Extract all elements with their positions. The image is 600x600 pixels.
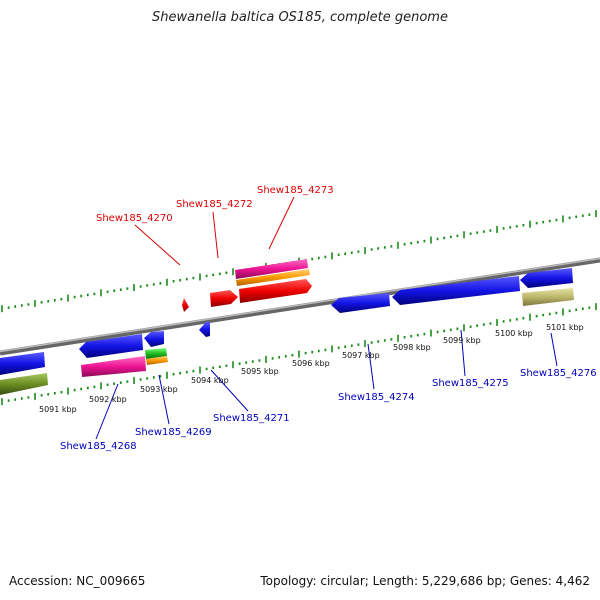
gene-arrow xyxy=(392,276,520,305)
gene-label: Shew185_4276 xyxy=(520,368,597,379)
gene-arrow xyxy=(0,373,48,395)
gene-arrow xyxy=(235,259,308,279)
gene-arrow xyxy=(520,268,573,288)
genes-reverse-strand xyxy=(0,268,574,395)
scale-label: 5095 kbp xyxy=(241,367,279,376)
scale-label: 5097 kbp xyxy=(342,351,380,360)
gene-arrow xyxy=(79,334,143,358)
scale-label: 5101 kbp xyxy=(546,323,584,332)
gene-arrow xyxy=(331,293,390,313)
genome-backbone xyxy=(0,257,600,356)
scale-ticks-top xyxy=(1,210,597,313)
gene-callouts-bottom xyxy=(95,329,558,440)
gene-arrow xyxy=(144,331,164,347)
gene-label: Shew185_4270 xyxy=(96,213,173,224)
genome-title: Shewanella baltica OS185, complete genom… xyxy=(152,10,448,25)
gene-label: Shew185_4273 xyxy=(257,185,334,196)
gene-label: Shew185_4274 xyxy=(338,392,415,403)
gene-labels-bottom: Shew185_4268 Shew185_4269 Shew185_4271 S… xyxy=(60,368,597,452)
scale-labels: 5091 kbp 5092 kbp 5093 kbp 5094 kbp 5095… xyxy=(39,323,584,414)
genome-summary-text: Topology: circular; Length: 5,229,686 bp… xyxy=(260,574,590,588)
scale-label: 5099 kbp xyxy=(443,336,481,345)
scale-label: 5094 kbp xyxy=(191,376,229,385)
gene-labels-top: Shew185_4270 Shew185_4272 Shew185_4273 xyxy=(96,185,334,224)
scale-label: 5091 kbp xyxy=(39,405,77,414)
gene-arrow xyxy=(146,356,168,365)
gene-arrow xyxy=(210,290,238,307)
gene-arrow xyxy=(81,356,146,377)
gene-arrow xyxy=(0,352,45,375)
scale-label: 5092 kbp xyxy=(89,395,127,404)
scale-ticks-bottom xyxy=(1,303,597,406)
gene-arrow xyxy=(182,298,189,312)
gene-arrow xyxy=(145,348,167,359)
gene-label: Shew185_4268 xyxy=(60,441,137,452)
gene-arrow xyxy=(199,322,210,337)
gene-label: Shew185_4275 xyxy=(432,378,509,389)
scale-label: 5096 kbp xyxy=(292,359,330,368)
gene-label: Shew185_4272 xyxy=(176,199,253,210)
scale-label: 5093 kbp xyxy=(140,385,178,394)
gene-label: Shew185_4271 xyxy=(213,413,290,424)
gene-arrow xyxy=(522,288,574,306)
gene-callouts-top xyxy=(134,196,295,266)
genes-forward-strand xyxy=(182,259,312,312)
accession-text: Accession: NC_009665 xyxy=(9,574,146,588)
scale-label: 5098 kbp xyxy=(393,343,431,352)
gene-label: Shew185_4269 xyxy=(135,427,212,438)
gene-arrow xyxy=(239,279,312,303)
gene-arrow xyxy=(236,269,310,286)
scale-label: 5100 kbp xyxy=(495,329,533,338)
